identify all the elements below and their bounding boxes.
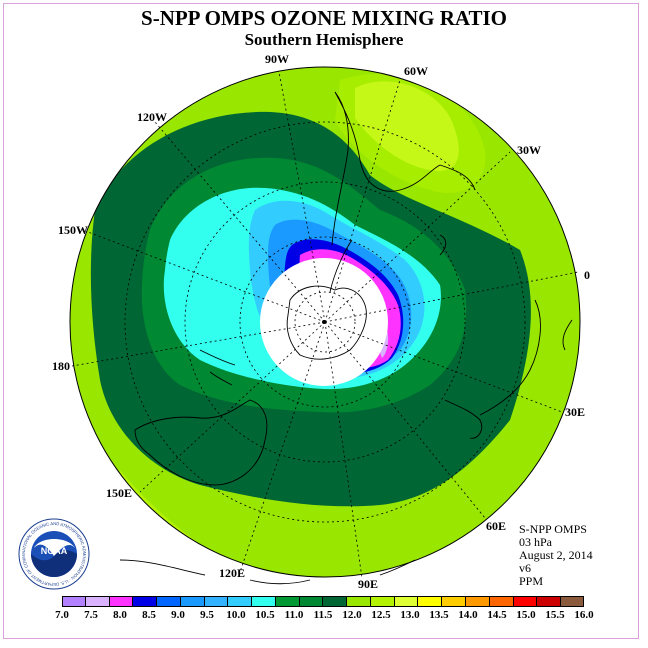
color-scale-tick-label: 9.0 xyxy=(171,609,185,621)
pressure-level-label: 03 hPa xyxy=(519,535,552,549)
lon-label-120w: 120W xyxy=(137,110,167,124)
color-scale-segment xyxy=(228,596,253,607)
color-scale-tick-label: 14.5 xyxy=(487,609,507,621)
color-scale-tick-label: 9.5 xyxy=(200,609,214,621)
color-scale-segment xyxy=(489,596,514,607)
version-label: v6 xyxy=(519,561,531,575)
lon-label-150w: 150W xyxy=(58,223,88,237)
noaa-logo-text: NOAA xyxy=(41,546,68,556)
color-scale-segment xyxy=(62,596,86,607)
instrument-label: S-NPP OMPS xyxy=(519,522,587,536)
lon-label-90e: 90E xyxy=(358,577,379,591)
color-scale-tick-label: 8.5 xyxy=(142,609,156,621)
color-scale-segment xyxy=(513,596,538,607)
color-scale-segment xyxy=(180,596,205,607)
color-scale-segment xyxy=(275,596,300,607)
page-title: S-NPP OMPS OZONE MIXING RATIO xyxy=(141,6,507,30)
color-scale-tick-label: 13.0 xyxy=(400,609,420,621)
color-scale-segment xyxy=(323,596,348,607)
color-scale-segment xyxy=(418,596,443,607)
color-scale-tick-label: 15.5 xyxy=(545,609,565,621)
color-scale-segment xyxy=(561,596,584,607)
color-scale-tick-label: 12.0 xyxy=(342,609,362,621)
south-pole-marker xyxy=(322,320,326,324)
color-scale-tick-label: 10.0 xyxy=(226,609,246,621)
color-scale-tick-label: 15.0 xyxy=(516,609,536,621)
globe-outline xyxy=(69,66,581,578)
color-scale-tick-label: 16.0 xyxy=(574,609,594,621)
color-scale-ticks: 7.0 7.5 8.0 8.5 9.0 9.5 10.0 10.5 11.0 11.5 12.0 12… xyxy=(0,609,648,623)
color-scale-segment xyxy=(157,596,181,607)
ozone-field xyxy=(70,67,580,577)
color-scale-tick-label: 10.5 xyxy=(255,609,275,621)
color-scale-segment xyxy=(347,596,371,607)
color-scale-segment xyxy=(204,596,229,607)
color-scale-bar xyxy=(62,596,584,607)
lon-label-90w: 90W xyxy=(265,52,289,66)
lon-label-0: 0 xyxy=(584,268,590,282)
color-scale-segment xyxy=(109,596,134,607)
color-scale-segment xyxy=(537,596,562,607)
coastlines xyxy=(119,91,573,585)
color-scale-tick-label: 13.5 xyxy=(429,609,449,621)
color-scale-tick-label: 12.5 xyxy=(371,609,391,621)
color-scale-tick-label: 14.0 xyxy=(458,609,478,621)
lon-label-60w: 60W xyxy=(404,64,428,78)
noaa-logo: NATIONAL OCEANIC AND ATMOSPHERIC ADMINIS… xyxy=(18,518,90,590)
lon-label-60e: 60E xyxy=(486,519,507,533)
ozone-band-12.5-13 xyxy=(335,73,486,194)
color-scale-segment xyxy=(299,596,324,607)
graticule xyxy=(71,71,579,579)
product-info: S-NPP OMPS 03 hPa August 2, 2014 v6 PPM xyxy=(519,523,593,588)
color-scale-segment xyxy=(370,596,395,607)
color-scale-tick-label: 7.0 xyxy=(55,609,69,621)
color-scale-segment xyxy=(252,596,276,607)
color-scale-segment xyxy=(442,596,467,607)
color-scale-segment xyxy=(394,596,419,607)
color-scale-tick-label: 8.0 xyxy=(113,609,127,621)
lon-label-30e: 30E xyxy=(565,405,586,419)
color-scale-tick-label: 7.5 xyxy=(84,609,98,621)
page-subtitle: Southern Hemisphere xyxy=(244,30,404,49)
lon-label-180: 180 xyxy=(52,359,70,373)
lon-label-150e: 150E xyxy=(106,486,133,500)
date-label: August 2, 2014 xyxy=(519,548,593,562)
color-scale-segment xyxy=(133,596,158,607)
color-scale-tick-label: 11.0 xyxy=(284,609,304,621)
units-label: PPM xyxy=(519,574,544,588)
color-scale-tick-label: 11.5 xyxy=(313,609,333,621)
image-frame xyxy=(3,3,639,639)
lon-label-30w: 30W xyxy=(517,143,541,157)
color-scale-segment xyxy=(466,596,490,607)
lon-label-120e: 120E xyxy=(219,566,246,580)
color-scale-segment xyxy=(85,596,110,607)
color-scale-border xyxy=(62,596,584,607)
